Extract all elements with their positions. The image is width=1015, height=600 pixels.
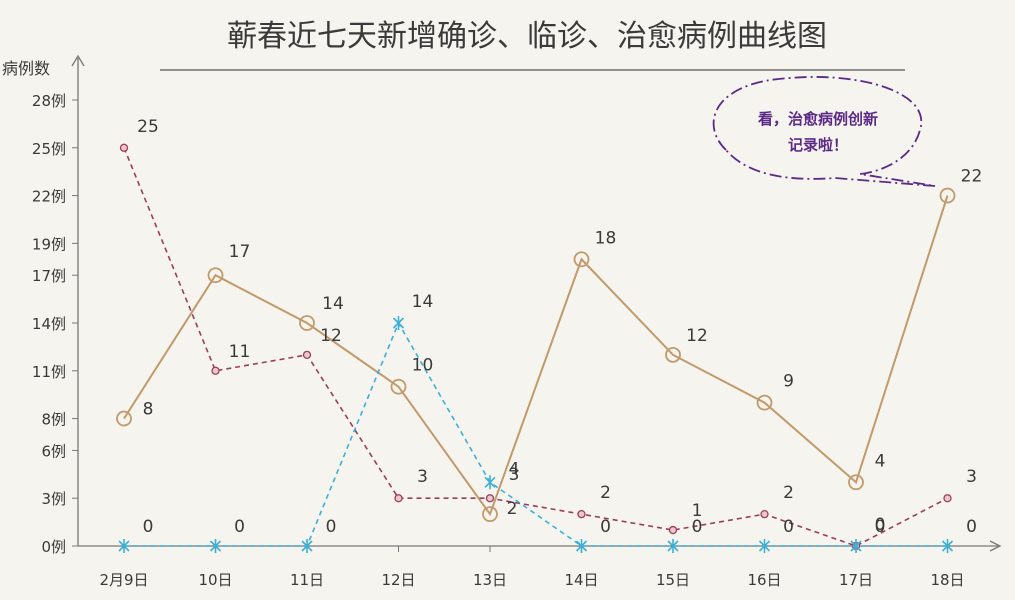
- data-label: 14: [412, 292, 434, 312]
- y-tick-label: 8例: [41, 411, 66, 429]
- series-3-point: [575, 539, 588, 553]
- x-axis-arrow: [989, 540, 1002, 552]
- data-label: 8: [143, 400, 154, 420]
- x-tick-label: 15日: [656, 571, 690, 589]
- data-label: 3: [417, 467, 428, 487]
- data-label: 0: [692, 517, 703, 537]
- series-1-point: [573, 251, 590, 268]
- series-1-point: [299, 315, 315, 331]
- tick-labels: 0例 3例 6例 8例 11例 14例 17例 19例 22例 25例 28例 2月9日 10日 11日 1…: [32, 92, 965, 589]
- data-label: 25: [137, 117, 159, 137]
- series-3-point: [850, 539, 862, 553]
- data-label: 0: [600, 517, 611, 537]
- x-tick-label: 18日: [930, 571, 964, 589]
- y-tick-label: 14例: [32, 315, 66, 333]
- data-label: 9: [783, 372, 794, 392]
- chart-title: 蕲春近七天新增确诊、临诊、治愈病例曲线图: [227, 19, 827, 54]
- series-1-point: [665, 346, 681, 363]
- x-tick-label: 11日: [290, 571, 324, 589]
- data-label: 0: [966, 517, 977, 537]
- series-3-point: [392, 316, 405, 330]
- series-3-point: [667, 539, 679, 553]
- series-3-point: [209, 539, 222, 553]
- data-label: 4: [509, 459, 520, 479]
- data-label: 2: [600, 483, 611, 503]
- series-1-point: [848, 474, 864, 491]
- series-1-point: [116, 410, 132, 427]
- x-tick-label: 10日: [198, 571, 232, 589]
- data-label: 22: [961, 167, 983, 187]
- series-group: [116, 143, 956, 553]
- y-tick-label: 11例: [32, 363, 66, 381]
- series-3-point: [758, 539, 771, 553]
- x-tick-label: 17日: [839, 571, 873, 589]
- series-2-point: [485, 494, 495, 503]
- data-label: 18: [595, 228, 617, 248]
- data-label: 10: [412, 356, 434, 376]
- x-tick-label: 2月9日: [99, 571, 148, 589]
- data-label: 17: [229, 242, 251, 262]
- x-tick-label: 12日: [381, 571, 415, 589]
- data-label: 0: [234, 517, 245, 537]
- series-3-point: [118, 539, 130, 553]
- series-2-point: [211, 366, 220, 375]
- series-2-point: [577, 509, 586, 519]
- y-tick-label: 0例: [41, 538, 66, 556]
- y-tick-label: 17例: [32, 267, 66, 285]
- series-2-point: [760, 509, 769, 519]
- series-2-point: [119, 143, 129, 152]
- series-3-point: [941, 539, 954, 553]
- series-1-point: [482, 506, 498, 523]
- series-line-1: [123, 195, 949, 517]
- series-2-point: [668, 525, 678, 535]
- series-1-point: [939, 187, 956, 204]
- y-tick-label: 25例: [32, 140, 66, 158]
- annotation-text: 看，治愈病例创新: [758, 110, 878, 128]
- data-label: 3: [966, 467, 977, 487]
- series-1-point: [390, 378, 407, 395]
- x-tick-label: 14日: [564, 571, 598, 589]
- y-axis-arrow: [71, 54, 85, 67]
- series-1-point: [207, 267, 224, 284]
- data-label: 0: [143, 517, 154, 537]
- y-axis-label: 病例数: [2, 59, 50, 78]
- series-3-point: [484, 475, 496, 490]
- data-label: 12: [686, 326, 708, 346]
- series-3-point: [301, 539, 313, 553]
- data-label: 1: [692, 501, 703, 521]
- data-label: 14: [322, 294, 344, 314]
- y-tick-label: 28例: [32, 92, 66, 110]
- y-tick-label: 22例: [32, 188, 66, 206]
- data-label: 0: [326, 517, 337, 537]
- series-2-point: [394, 494, 403, 503]
- data-label: 2: [783, 483, 794, 503]
- series-2-point: [302, 350, 312, 360]
- data-label: 3: [509, 465, 520, 485]
- annotation-outline: [712, 76, 936, 187]
- data-label: 11: [229, 342, 251, 362]
- x-tick-label: 16日: [747, 571, 781, 589]
- data-label: 4: [875, 451, 886, 471]
- data-label: 12: [320, 326, 342, 346]
- data-label: 2: [507, 499, 518, 519]
- data-label: 0: [875, 515, 886, 535]
- y-tick-label: 6例: [41, 442, 66, 460]
- y-tick-label: 3例: [41, 490, 66, 508]
- series-line-2: [123, 147, 948, 547]
- y-tick-label: 19例: [32, 235, 66, 253]
- series-1-point: [756, 394, 773, 411]
- x-tick-label: 13日: [473, 571, 507, 589]
- annotation-text: 记录啦！: [788, 136, 848, 154]
- series-2-point: [943, 494, 952, 503]
- series-line-3: [124, 321, 948, 547]
- data-label: 0: [875, 517, 886, 537]
- data-label: 0: [783, 517, 794, 537]
